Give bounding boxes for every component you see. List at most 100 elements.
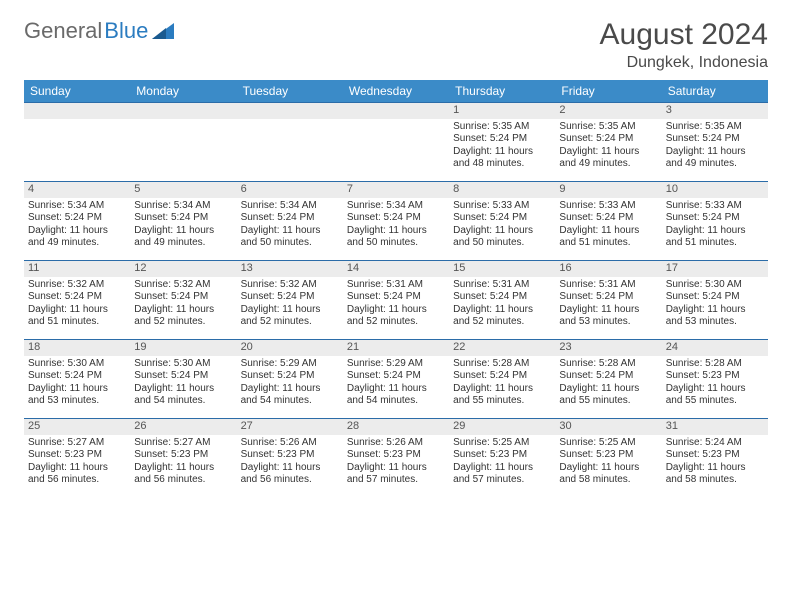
day-cell: 24Sunrise: 5:28 AMSunset: 5:23 PMDayligh… bbox=[662, 340, 768, 418]
day-number bbox=[24, 103, 130, 119]
daylight-text: Daylight: 11 hours and 52 minutes. bbox=[134, 304, 232, 329]
week-row: 18 Sunrise: 5:30 AM Sunset: 5:24 PM Dayligh… bbox=[24, 339, 768, 418]
sunrise-text: Sunrise: 5:26 AM bbox=[241, 437, 339, 450]
day-cell: 25Sunrise: 5:27 AMSunset: 5:23 PMDayligh… bbox=[24, 419, 130, 497]
daylight-text: Daylight: 11 hours and 56 minutes. bbox=[241, 462, 339, 487]
daylight-text: Daylight: 11 hours and 58 minutes. bbox=[666, 462, 764, 487]
sunset-text: Sunset: 5:24 PM bbox=[559, 133, 657, 146]
day-cell: 16Sunrise: 5:31 AMSunset: 5:24 PMDayligh… bbox=[555, 261, 661, 339]
day-cell bbox=[24, 103, 130, 181]
week-row: 11Sunrise: 5:32 AMSunset: 5:24 PMDayligh… bbox=[24, 260, 768, 339]
sunrise-text: Sunrise: 5:30 AM bbox=[28, 358, 126, 371]
day-number: 26 bbox=[130, 419, 236, 435]
day-number: 11 bbox=[24, 261, 130, 277]
day-cell: 14Sunrise: 5:31 AMSunset: 5:24 PMDayligh… bbox=[343, 261, 449, 339]
sunset-text: Sunset: 5:24 PM bbox=[559, 212, 657, 225]
sunrise-text: Sunrise: 5:31 AM bbox=[559, 279, 657, 292]
day-number: 5 bbox=[130, 182, 236, 198]
sunset-text: Sunset: 5:24 PM bbox=[453, 291, 551, 304]
sunset-text: Sunset: 5:23 PM bbox=[666, 449, 764, 462]
daylight-text: Daylight: 11 hours and 54 minutes. bbox=[134, 383, 232, 408]
sunrise-text: Sunrise: 5:25 AM bbox=[453, 437, 551, 450]
day-number: 17 bbox=[662, 261, 768, 277]
sunset-text: Sunset: 5:23 PM bbox=[241, 449, 339, 462]
day-cell: 22Sunrise: 5:28 AMSunset: 5:24 PMDayligh… bbox=[449, 340, 555, 418]
sunrise-text: Sunrise: 5:35 AM bbox=[453, 121, 551, 134]
sunset-text: Sunset: 5:24 PM bbox=[666, 212, 764, 225]
day-number: 22 bbox=[449, 340, 555, 356]
weekday-fri: Friday bbox=[555, 80, 661, 102]
daylight-text: Daylight: 11 hours and 50 minutes. bbox=[453, 225, 551, 250]
day-cell: 17Sunrise: 5:30 AMSunset: 5:24 PMDayligh… bbox=[662, 261, 768, 339]
daylight-text: Daylight: 11 hours and 49 minutes. bbox=[559, 146, 657, 171]
day-number: 2 bbox=[555, 103, 661, 119]
sunrise-text: Sunrise: 5:29 AM bbox=[347, 358, 445, 371]
daylight-text: Daylight: 11 hours and 55 minutes. bbox=[666, 383, 764, 408]
day-cell: 31Sunrise: 5:24 AMSunset: 5:23 PMDayligh… bbox=[662, 419, 768, 497]
day-number: 10 bbox=[662, 182, 768, 198]
daylight-text: Daylight: 11 hours and 52 minutes. bbox=[241, 304, 339, 329]
day-cell: 5Sunrise: 5:34 AMSunset: 5:24 PMDaylight… bbox=[130, 182, 236, 260]
daylight-text: Daylight: 11 hours and 53 minutes. bbox=[666, 304, 764, 329]
sunset-text: Sunset: 5:24 PM bbox=[666, 291, 764, 304]
day-cell bbox=[130, 103, 236, 181]
day-cell bbox=[237, 103, 343, 181]
day-cell: 18Sunrise: 5:30 AMSunset: 5:24 PMDayligh… bbox=[24, 340, 130, 418]
logo-text-gray: General bbox=[24, 18, 102, 44]
week-row: 25Sunrise: 5:27 AMSunset: 5:23 PMDayligh… bbox=[24, 418, 768, 497]
sunset-text: Sunset: 5:23 PM bbox=[28, 449, 126, 462]
day-cell: 1Sunrise: 5:35 AMSunset: 5:24 PMDaylight… bbox=[449, 103, 555, 181]
sunrise-text: Sunrise: 5:32 AM bbox=[241, 279, 339, 292]
week-row: 4Sunrise: 5:34 AMSunset: 5:24 PMDaylight… bbox=[24, 181, 768, 260]
sunrise-text: Sunrise: 5:28 AM bbox=[666, 358, 764, 371]
sunrise-text: Sunrise: 5:34 AM bbox=[241, 200, 339, 213]
day-cell: 8Sunrise: 5:33 AMSunset: 5:24 PMDaylight… bbox=[449, 182, 555, 260]
location: Dungkek, Indonesia bbox=[600, 54, 768, 72]
day-number: 8 bbox=[449, 182, 555, 198]
sunrise-text: Sunrise: 5:32 AM bbox=[28, 279, 126, 292]
sunset-text: Sunset: 5:24 PM bbox=[347, 291, 445, 304]
sunset-text: Sunset: 5:23 PM bbox=[666, 370, 764, 383]
day-cell: 7Sunrise: 5:34 AMSunset: 5:24 PMDaylight… bbox=[343, 182, 449, 260]
day-number: 27 bbox=[237, 419, 343, 435]
sunrise-text: Sunrise: 5:24 AM bbox=[666, 437, 764, 450]
day-number: 19 bbox=[130, 340, 236, 356]
sunset-text: Sunset: 5:24 PM bbox=[241, 370, 339, 383]
daylight-text: Daylight: 11 hours and 50 minutes. bbox=[241, 225, 339, 250]
day-number: 13 bbox=[237, 261, 343, 277]
sunrise-text: Sunrise: 5:28 AM bbox=[559, 358, 657, 371]
logo-text-blue: Blue bbox=[104, 18, 148, 44]
weekday-sun: Sunday bbox=[24, 80, 130, 102]
sunset-text: Sunset: 5:24 PM bbox=[559, 370, 657, 383]
sunset-text: Sunset: 5:24 PM bbox=[453, 133, 551, 146]
sunset-text: Sunset: 5:24 PM bbox=[241, 291, 339, 304]
sunrise-text: Sunrise: 5:27 AM bbox=[134, 437, 232, 450]
day-cell: 28Sunrise: 5:26 AMSunset: 5:23 PMDayligh… bbox=[343, 419, 449, 497]
logo-triangle-icon bbox=[152, 23, 174, 39]
daylight-text: Daylight: 11 hours and 53 minutes. bbox=[559, 304, 657, 329]
day-number: 15 bbox=[449, 261, 555, 277]
daylight-text: Daylight: 11 hours and 52 minutes. bbox=[453, 304, 551, 329]
daylight-text: Daylight: 11 hours and 58 minutes. bbox=[559, 462, 657, 487]
day-cell: 2Sunrise: 5:35 AMSunset: 5:24 PMDaylight… bbox=[555, 103, 661, 181]
weekday-thu: Thursday bbox=[449, 80, 555, 102]
day-number bbox=[237, 103, 343, 119]
sunrise-text: Sunrise: 5:33 AM bbox=[453, 200, 551, 213]
day-number bbox=[130, 103, 236, 119]
day-cell: 21Sunrise: 5:29 AMSunset: 5:24 PMDayligh… bbox=[343, 340, 449, 418]
daylight-text: Daylight: 11 hours and 55 minutes. bbox=[453, 383, 551, 408]
day-number: 7 bbox=[343, 182, 449, 198]
daylight-text: Daylight: 11 hours and 50 minutes. bbox=[347, 225, 445, 250]
daylight-text: Daylight: 11 hours and 53 minutes. bbox=[28, 383, 126, 408]
sunset-text: Sunset: 5:24 PM bbox=[134, 291, 232, 304]
month-title: August 2024 bbox=[600, 18, 768, 52]
day-number: 20 bbox=[237, 340, 343, 356]
day-number: 18 bbox=[24, 340, 130, 356]
daylight-text: Daylight: 11 hours and 56 minutes. bbox=[28, 462, 126, 487]
day-cell: 20Sunrise: 5:29 AMSunset: 5:24 PMDayligh… bbox=[237, 340, 343, 418]
sunset-text: Sunset: 5:23 PM bbox=[347, 449, 445, 462]
sunrise-text: Sunrise: 5:26 AM bbox=[347, 437, 445, 450]
day-cell: 27 Sunrise: 5:26 AMSunset: 5:23 PMDayligh… bbox=[237, 419, 343, 497]
sunrise-text: Sunrise: 5:31 AM bbox=[453, 279, 551, 292]
day-cell: 12Sunrise: 5:32 AMSunset: 5:24 PMDayligh… bbox=[130, 261, 236, 339]
